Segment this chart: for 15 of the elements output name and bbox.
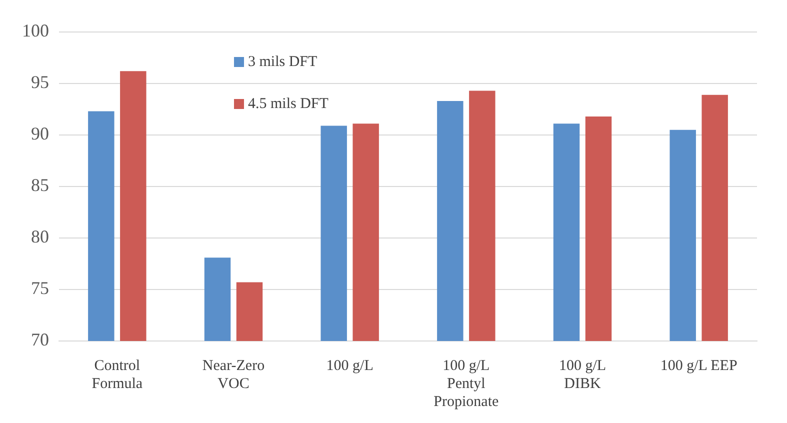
y-tick-label: 90: [31, 124, 49, 144]
x-tick-label: 100 g/L Pentyl Propionate: [434, 358, 499, 410]
x-tick-label: 100 g/L EEP: [660, 358, 738, 374]
y-tick-label: 80: [31, 226, 49, 247]
y-tick-label: 95: [31, 72, 49, 92]
legend-label: 3 mils DFT: [248, 54, 318, 70]
legend-label: 4.5 mils DFT: [248, 96, 328, 112]
x-tick-label: 100 g/L: [326, 358, 374, 374]
y-tick-label: 100: [22, 20, 49, 41]
y-tick-label: 85: [31, 175, 49, 196]
x-tick-label: Control Formula: [92, 358, 143, 392]
x-tick-label: 100 g/L DIBK: [558, 358, 606, 392]
y-tick-label: 75: [31, 278, 49, 298]
y-tick-label: 70: [31, 330, 49, 350]
x-tick-label: Near-Zero VOC: [202, 358, 265, 392]
